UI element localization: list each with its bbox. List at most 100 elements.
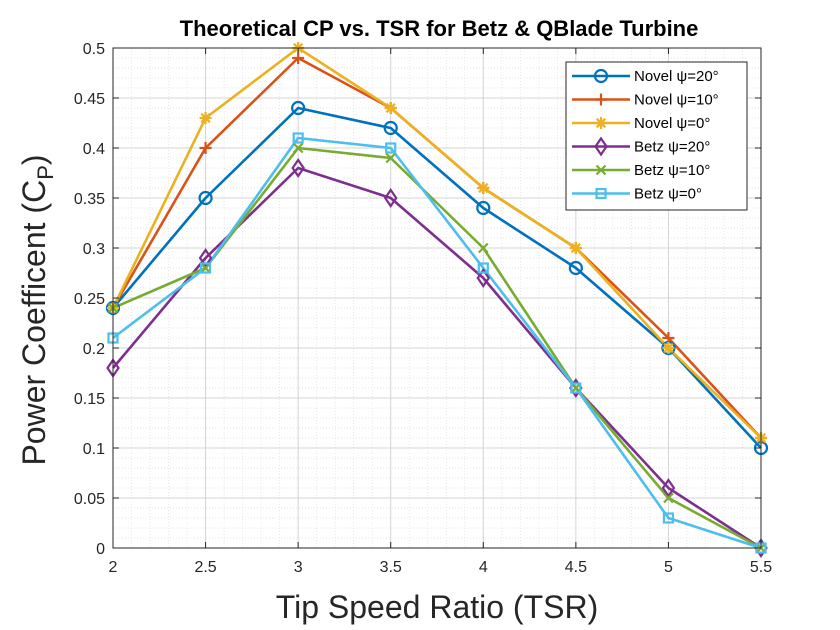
legend-items: Novel ψ=20° Novel ψ=10° Novel ψ=0° Betz ψ=2… [572, 68, 719, 203]
x-tick-label: 3.5 [380, 559, 402, 576]
legend-swatch-marker-shape [595, 93, 607, 106]
data-point-series-4-shape [661, 478, 676, 498]
legend-label: Novel ψ=0° [634, 115, 710, 132]
legend-label: Novel ψ=20° [634, 68, 719, 85]
data-point-series-1-shape [568, 260, 583, 276]
data-point-series-6-shape [477, 262, 489, 274]
data-point-series-4-shape [291, 158, 305, 178]
y-axis-label-subscript: P [33, 165, 58, 180]
data-point-series-6-shape [385, 142, 397, 154]
legend-item-1: Novel ψ=20° [572, 68, 719, 85]
data-point-series-4 [291, 158, 305, 178]
data-point-series-3 [662, 342, 675, 354]
legend-swatch-marker [595, 187, 607, 200]
x-tick-label: 5 [664, 559, 673, 576]
legend-item-6: Betz ψ=0° [572, 186, 702, 203]
data-point-series-3-shape [477, 182, 490, 194]
data-point-series-5 [663, 492, 674, 504]
legend-label: Betz ψ=10° [634, 162, 710, 179]
legend-item-5: Betz ψ=10° [572, 162, 710, 179]
data-point-series-5-shape [570, 382, 582, 394]
y-tick-label: 0.35 [74, 191, 105, 208]
legend-swatch-marker [595, 117, 607, 129]
legend-swatch-marker [594, 136, 608, 157]
y-tick-label: 0.45 [74, 91, 105, 108]
data-point-series-3-shape [384, 102, 397, 114]
x-tick-label: 2.5 [194, 559, 216, 576]
legend-label: Novel ψ=10° [634, 92, 719, 109]
data-point-series-6 [570, 382, 582, 394]
data-point-series-4 [198, 248, 213, 268]
series-line-1 [112, 106, 762, 449]
legend-label: Betz ψ=0° [634, 186, 702, 203]
data-point-series-4-shape [198, 248, 213, 268]
x-axis-label: Tip Speed Ratio (TSR) [276, 589, 598, 625]
y-tick-labels: 0 0.05 0.1 0.15 0.2 0.25 0.3 0.35 0.4 0.45 0.5 [74, 41, 105, 558]
data-point-series-5 [200, 262, 211, 274]
legend-swatch-marker [595, 164, 607, 176]
y-tick-label: 0.15 [74, 391, 105, 408]
series-lines [111, 46, 762, 550]
legend-swatch-marker-shape [594, 136, 608, 157]
legend-swatch-marker-shape [593, 68, 609, 84]
series-line-6 [112, 136, 762, 550]
data-point-series-1 [198, 190, 213, 206]
data-point-series-6-shape [662, 512, 675, 524]
legend: Novel ψ=20° Novel ψ=10° Novel ψ=0° Betz ψ=2… [565, 61, 748, 211]
data-point-series-1 [383, 120, 398, 136]
data-point-series-6 [662, 512, 675, 524]
y-axis-label-main: Power Coefficent (C [16, 180, 52, 466]
data-point-series-5 [292, 142, 304, 154]
series-line-4 [112, 166, 762, 550]
data-point-series-4 [661, 478, 676, 498]
data-point-series-3 [569, 242, 582, 254]
data-point-series-6-shape [199, 262, 212, 274]
data-point-series-3 [477, 182, 490, 194]
data-point-series-3 [199, 112, 212, 124]
data-point-series-3-shape [662, 342, 675, 354]
data-point-series-4 [383, 188, 398, 208]
x-tick-label: 3 [294, 559, 303, 576]
data-point-series-1 [568, 260, 583, 276]
data-point-series-5-shape [385, 152, 396, 164]
data-point-series-6 [385, 142, 397, 154]
data-point-series-2 [199, 142, 212, 154]
y-tick-label: 0.5 [83, 41, 105, 58]
legend-swatch-marker [595, 93, 607, 106]
legend-swatch-marker-shape [595, 187, 607, 200]
data-point-series-1-shape [383, 120, 398, 136]
data-point-series-1 [291, 100, 306, 116]
data-point-series-1-shape [476, 200, 491, 216]
data-point-series-6-shape [570, 382, 582, 394]
x-tick-label: 2 [109, 559, 118, 576]
legend-label: Betz ψ=20° [634, 139, 710, 156]
legend-item-4: Betz ψ=20° [572, 136, 710, 157]
x-tick-labels: 2 2.5 3 3.5 4 4.5 5 5.5 [109, 559, 773, 576]
data-point-series-1 [476, 200, 491, 216]
y-axis-label-close: ) [16, 154, 52, 165]
data-point-series-6 [292, 132, 304, 144]
data-point-series-5 [385, 152, 396, 164]
axis-ticks [112, 47, 762, 549]
series-line-3 [111, 46, 762, 439]
legend-swatch-marker-shape [595, 164, 607, 176]
legend-swatch-marker [593, 68, 609, 84]
data-point-series-4 [476, 268, 491, 288]
data-point-series-3-shape [199, 112, 212, 124]
data-point-series-5 [478, 242, 489, 254]
legend-item-3: Novel ψ=0° [572, 115, 710, 132]
y-tick-label: 0.4 [83, 141, 105, 158]
data-point-series-5 [570, 382, 582, 394]
x-tick-label: 5.5 [750, 559, 772, 576]
y-axis-label: Power Coefficent (CP) [16, 154, 58, 465]
data-point-series-5-shape [200, 262, 211, 274]
y-tick-label: 0.25 [74, 291, 105, 308]
data-point-series-2-shape [199, 142, 212, 154]
data-point-series-6 [199, 262, 212, 274]
y-tick-label: 0.2 [83, 341, 105, 358]
data-point-series-5-shape [292, 142, 304, 154]
data-point-series-5-shape [478, 242, 489, 254]
legend-box [565, 61, 748, 211]
legend-item-2: Novel ψ=10° [572, 92, 719, 109]
y-tick-label: 0 [96, 541, 105, 558]
